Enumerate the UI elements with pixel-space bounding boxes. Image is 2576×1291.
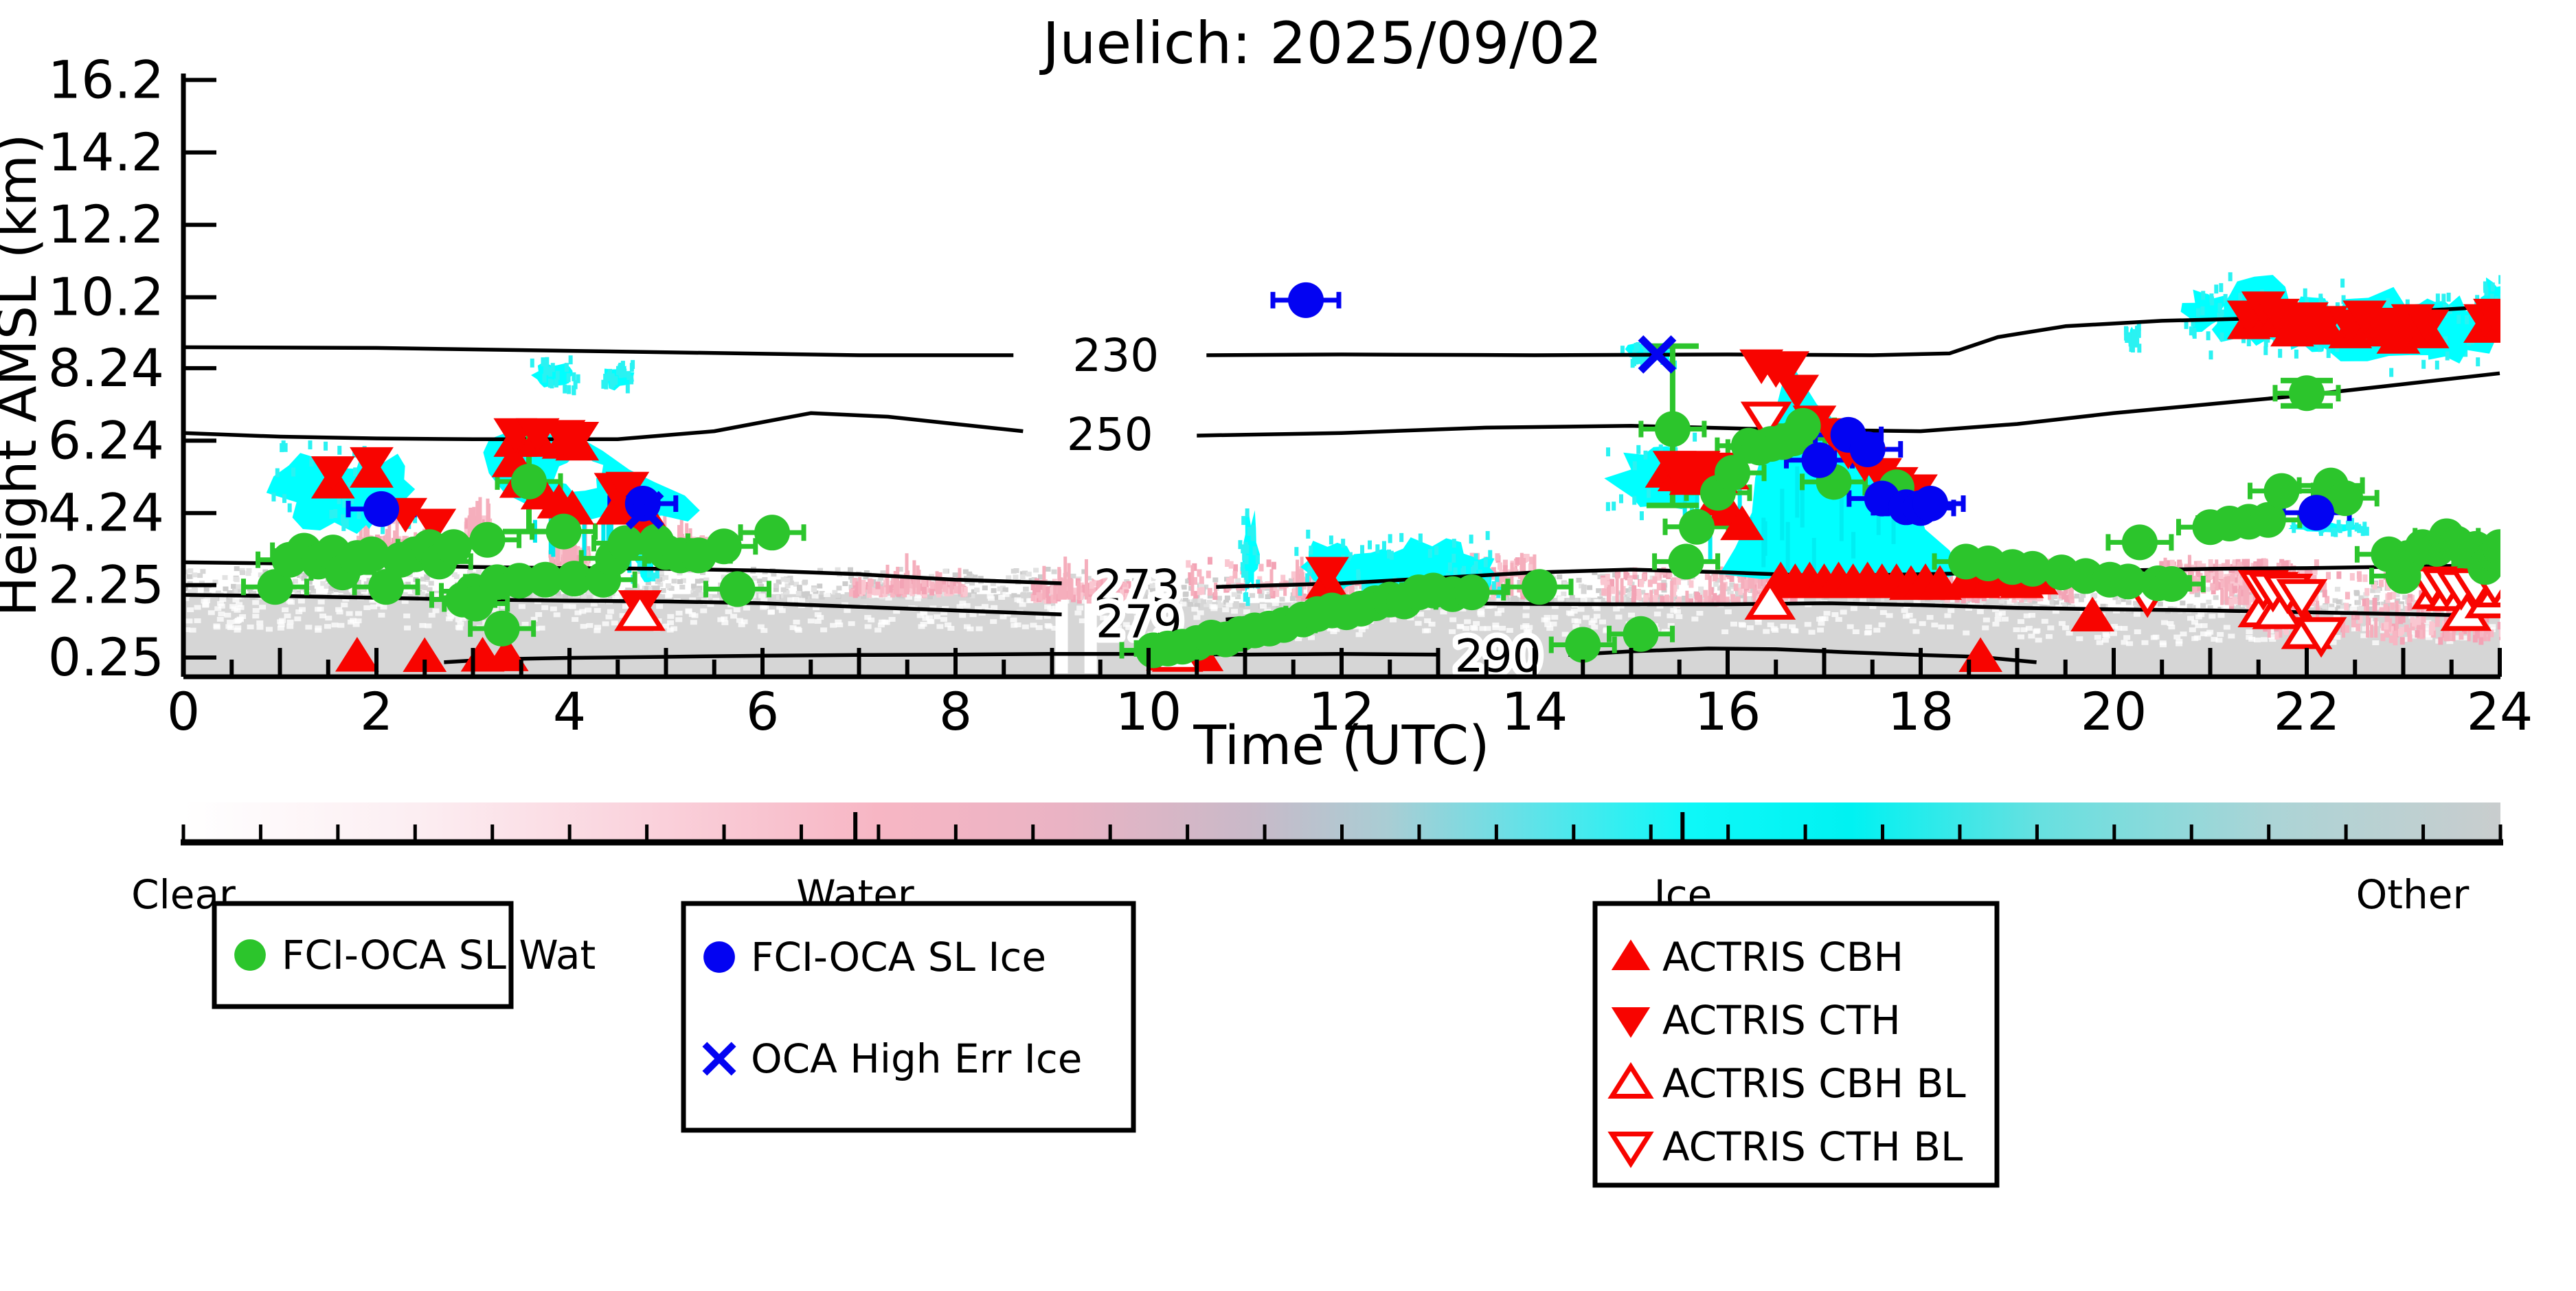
point-circle <box>1679 509 1715 545</box>
point-circle <box>1454 574 1490 610</box>
legend-label: FCI-OCA SL Wat <box>282 932 596 978</box>
legend-box: FCI-OCA SL Wat <box>214 903 596 1007</box>
point-circle <box>234 939 266 971</box>
point-circle <box>607 525 643 561</box>
point-circle <box>2154 566 2189 602</box>
point-circle <box>1850 431 1886 467</box>
point-circle <box>1785 408 1821 444</box>
x-tick-label: 8 <box>939 681 972 742</box>
x-tick-label: 6 <box>746 681 779 742</box>
point-circle <box>470 522 506 558</box>
contour-230 <box>183 347 1013 355</box>
point-circle <box>1801 442 1837 478</box>
chart-title: Juelich: 2025/09/02 <box>1039 10 1603 77</box>
legend-box: ACTRIS CBH ACTRIS CTH ACTRIS CBH BL ACTRIS … <box>1595 903 1997 1185</box>
point-circle <box>2289 375 2325 411</box>
point-circle <box>1565 627 1601 663</box>
contour-label-250: 250 <box>1067 408 1153 461</box>
y-tick-label: 8.24 <box>48 337 164 398</box>
point-circle <box>511 464 547 499</box>
legend-label: FCI-OCA SL Ice <box>751 934 1046 980</box>
point-circle <box>2298 495 2334 530</box>
point-circle <box>484 611 520 647</box>
y-tick-label: 14.2 <box>48 122 164 183</box>
x-tick-label: 16 <box>1695 681 1761 742</box>
legend-label: ACTRIS CTH BL <box>1662 1123 1963 1170</box>
x-tick-label: 18 <box>1888 681 1954 742</box>
legend-box: FCI-OCA SL Ice OCA High Err Ice <box>683 903 1133 1130</box>
x-tick-label: 12 <box>1309 681 1375 742</box>
point-circle <box>1669 543 1704 579</box>
x-tick-label: 4 <box>553 681 586 742</box>
legend-label: ACTRIS CBH BL <box>1662 1060 1966 1107</box>
y-tick-label: 4.24 <box>48 482 164 543</box>
x-tick-label: 2 <box>360 681 393 742</box>
point-circle <box>1522 569 1557 605</box>
point-circle <box>2122 524 2158 560</box>
point-circle <box>706 528 742 564</box>
point-circle <box>1623 616 1659 652</box>
colorbar-label: Other <box>2356 871 2470 918</box>
y-tick-label: 0.25 <box>48 627 164 688</box>
y-axis-label: Height AMSL (km) <box>0 133 49 616</box>
legend-label: OCA High Err Ice <box>751 1035 1082 1082</box>
y-tick-label: 6.24 <box>48 409 164 471</box>
point-circle <box>436 529 471 565</box>
legend-label: ACTRIS CTH <box>1662 997 1901 1044</box>
point-circle <box>2482 529 2518 565</box>
x-tick-label: 10 <box>1116 681 1182 742</box>
point-circle <box>1912 486 1948 521</box>
x-tick-label: 22 <box>2274 681 2340 742</box>
point-circle <box>2263 473 2299 509</box>
point-circle <box>363 491 399 527</box>
y-tick-label: 2.25 <box>48 554 164 616</box>
legends: FCI-OCA SL Wat FCI-OCA SL Ice OCA High Err… <box>214 903 1997 1185</box>
point-circle <box>703 941 735 973</box>
point-circle <box>1655 411 1691 447</box>
y-tick-label: 10.2 <box>48 267 164 328</box>
point-circle <box>1288 282 1324 318</box>
point-circle <box>754 515 790 550</box>
y-tick-label: 12.2 <box>48 194 164 255</box>
y-tick-label: 16.2 <box>48 49 164 110</box>
point-circle <box>546 514 582 550</box>
x-tick-label: 20 <box>2081 681 2147 742</box>
contour-250 <box>183 413 1023 439</box>
x-tick-label: 0 <box>167 681 200 742</box>
x-tick-label: 24 <box>2467 681 2533 742</box>
x-tick-label: 14 <box>1502 681 1568 742</box>
point-circle <box>719 571 755 607</box>
legend-label: ACTRIS CBH <box>1662 934 1903 980</box>
contour-label-230: 230 <box>1072 329 1159 382</box>
